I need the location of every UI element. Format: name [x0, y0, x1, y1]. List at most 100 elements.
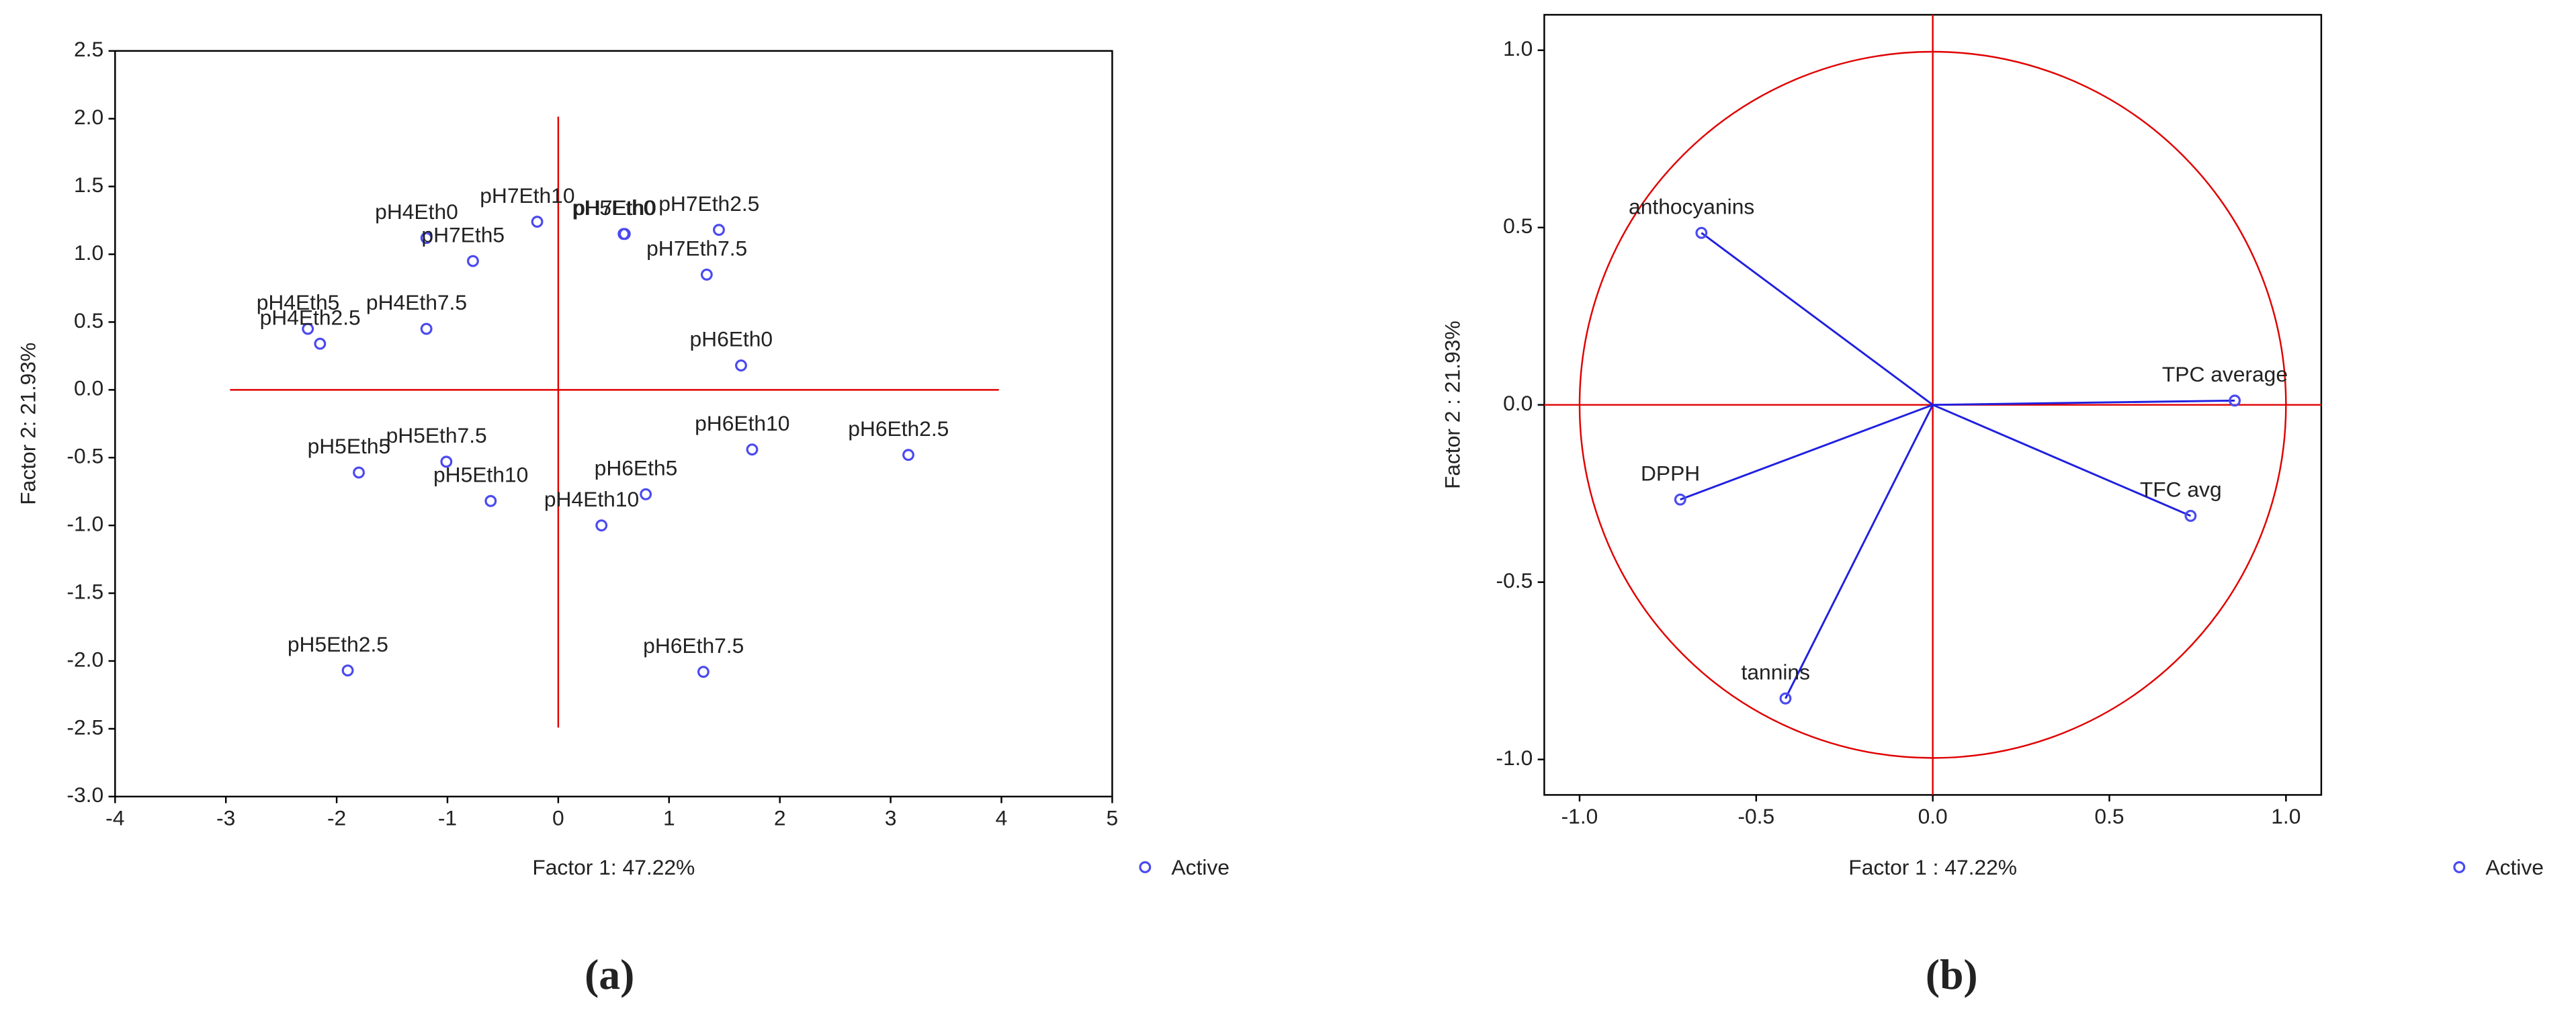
y-tick-label: 1.5: [74, 173, 103, 197]
y-axis-label: Factor 2 : 21.93%: [1440, 320, 1464, 489]
x-tick-label: 0: [552, 805, 564, 830]
point-label: pH7Eth7.5: [646, 236, 747, 261]
unit-circle: [1578, 50, 2287, 759]
loading-vector: [1932, 399, 2235, 406]
point-label: pH7Eth10: [480, 183, 574, 208]
x-tick-label: 1.0: [2271, 804, 2301, 828]
x-tick-label: 3: [885, 805, 897, 830]
x-tick-label: -1.0: [1561, 804, 1598, 828]
point-label: pH4Eth7.5: [366, 290, 467, 314]
loading-vector: [1701, 232, 1934, 406]
point-label: pH7Eth0: [573, 195, 656, 220]
point-label: pH6Eth5: [595, 455, 678, 480]
y-tick-label: -2.0: [67, 647, 103, 671]
point: [1674, 493, 1686, 506]
point-label: pH6Eth10: [695, 411, 789, 435]
x-tick-label: -0.5: [1737, 804, 1774, 828]
point: [700, 268, 713, 281]
caption: (b): [1926, 951, 1978, 998]
point: [531, 216, 544, 228]
y-tick-label: -0.5: [1496, 568, 1533, 592]
point: [353, 466, 365, 479]
y-tick-label: 0.0: [74, 376, 103, 400]
point: [314, 337, 327, 350]
caption: (a): [585, 951, 634, 998]
point: [595, 519, 608, 532]
x-tick-label: -4: [105, 805, 124, 830]
point: [302, 322, 314, 335]
point-label: tannins: [1742, 660, 1810, 685]
legend-label: Active: [1171, 855, 1230, 879]
y-tick-label: -3.0: [67, 783, 103, 807]
point: [713, 224, 725, 236]
point-label: TPC average: [2162, 362, 2288, 386]
x-tick-label: -2: [327, 805, 346, 830]
legend-label: Active: [2485, 855, 2544, 879]
point: [466, 255, 479, 267]
x-tick-label: 2: [774, 805, 786, 830]
y-tick-label: -0.5: [67, 444, 103, 468]
x-tick-label: -3: [216, 805, 235, 830]
point-label: pH4Eth0: [375, 200, 458, 224]
point: [420, 322, 433, 335]
plot-frame: [114, 50, 1113, 798]
y-axis-label: Factor 2: 21.93%: [16, 343, 40, 505]
point-label: anthocyanins: [1629, 194, 1754, 218]
point-label: TFC avg: [2140, 478, 2222, 502]
y-tick-label: 1.0: [74, 240, 103, 265]
point-label: pH5Eth10: [433, 463, 528, 487]
y-tick-label: 2.5: [74, 37, 103, 61]
point: [420, 232, 433, 245]
point-label: pH7Eth2.5: [658, 191, 759, 216]
point-label: pH5Eth7.5: [386, 423, 487, 447]
point: [697, 666, 710, 678]
point: [2184, 509, 2197, 522]
y-tick-label: 1.0: [1503, 36, 1533, 60]
point-label: pH6Eth7.5: [643, 633, 744, 658]
x-tick-label: 4: [996, 805, 1008, 830]
y-tick-label: -1.0: [1496, 746, 1533, 770]
point: [1779, 692, 1792, 705]
y-tick-label: 0.0: [1503, 391, 1533, 415]
point-label: pH5Eth0: [572, 195, 656, 220]
y-tick-label: 0.5: [74, 308, 103, 333]
point-label: pH4Eth2.5: [260, 305, 361, 329]
y-tick-label: 0.5: [1503, 214, 1533, 238]
point: [440, 455, 453, 468]
point-label: pH6Eth0: [689, 327, 773, 351]
x-tick-label: -1: [438, 805, 457, 830]
loading-vector: [1932, 404, 2191, 517]
point-label: pH7Eth5: [421, 222, 505, 247]
point: [746, 443, 759, 456]
x-axis-label: Factor 1 : 47.22%: [1848, 855, 2017, 879]
loading-vector: [1785, 404, 1934, 699]
point-label: pH6Eth2.5: [848, 416, 949, 441]
x-tick-label: 1: [663, 805, 675, 830]
point: [735, 359, 747, 371]
point: [341, 664, 354, 677]
point: [1695, 226, 1708, 239]
legend-marker: [1139, 861, 1152, 873]
x-tick-label: 0.5: [2094, 804, 2124, 828]
point: [902, 449, 914, 461]
point: [618, 228, 631, 240]
point: [640, 488, 652, 500]
point-label: pH4Eth10: [544, 487, 639, 511]
point-label: pH4Eth5: [257, 290, 340, 314]
loading-vector: [1680, 404, 1934, 501]
y-tick-label: 2.0: [74, 105, 103, 129]
x-tick-label: 5: [1107, 805, 1119, 830]
y-tick-label: -1.5: [67, 579, 103, 603]
x-axis-label: Factor 1: 47.22%: [532, 855, 695, 879]
point-label: pH5Eth5: [308, 434, 391, 458]
y-tick-label: -1.0: [67, 512, 103, 536]
point-label: pH5Eth2.5: [288, 632, 388, 656]
point: [2229, 394, 2241, 407]
x-tick-label: 0.0: [1918, 804, 1948, 828]
point-label: DPPH: [1641, 461, 1700, 485]
y-tick-label: -2.5: [67, 715, 103, 739]
legend-marker: [2453, 861, 2466, 873]
point: [484, 494, 497, 507]
